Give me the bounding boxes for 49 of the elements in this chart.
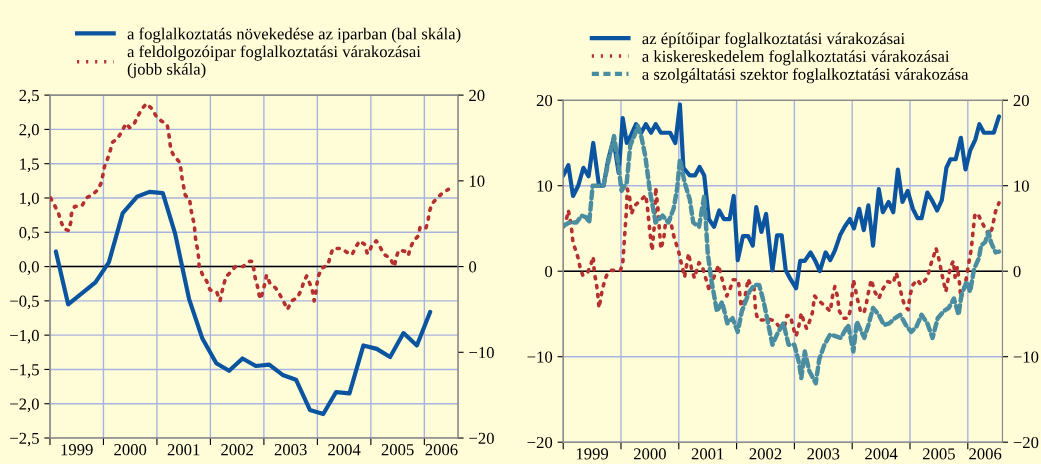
y-tick-label: 1,5 bbox=[20, 158, 39, 173]
x-tick-label: 1999 bbox=[576, 448, 609, 460]
y2-tick-label: 20 bbox=[469, 89, 485, 102]
x-tick-label: 2003 bbox=[807, 448, 840, 460]
y2-tick-label: 10 bbox=[1014, 180, 1029, 192]
line-series bbox=[53, 189, 433, 417]
y-tick-label: −2,5 bbox=[10, 432, 39, 447]
x-tick-label: 2006 bbox=[969, 448, 1002, 460]
y-tick-label: 0,5 bbox=[19, 226, 39, 241]
y2-tick-label: −10 bbox=[469, 346, 494, 359]
x-tick-label: 2000 bbox=[114, 444, 147, 456]
x-tick-label: 2002 bbox=[221, 444, 253, 456]
x-tick-label: 1999 bbox=[61, 444, 93, 456]
y2-tick-label: −20 bbox=[469, 432, 494, 444]
y-tick-label: 2,0 bbox=[19, 124, 39, 138]
y2-tick-label: −20 bbox=[1013, 436, 1039, 449]
y-tick-label: 0,0 bbox=[19, 261, 39, 275]
y-tick-label: −1,0 bbox=[10, 329, 39, 344]
y2-tick-label: −10 bbox=[1013, 351, 1039, 363]
y-tick-label: 20 bbox=[536, 94, 553, 107]
y2-tick-label: 0 bbox=[1013, 265, 1021, 278]
x-tick-label: 2001 bbox=[691, 448, 724, 460]
x-tick-label: 2005 bbox=[922, 448, 955, 460]
x-tick-label: 2005 bbox=[381, 444, 414, 456]
y-tick-label: 0 bbox=[545, 265, 553, 278]
legend-label: a foglalkoztatás növekedése az iparban (bal skála) bbox=[127, 27, 461, 43]
y-tick-label: −0,5 bbox=[10, 295, 39, 310]
y2-tick-label: 20 bbox=[1013, 94, 1029, 107]
x-tick-label: 2002 bbox=[749, 448, 782, 460]
x-tick-label: 2004 bbox=[328, 444, 361, 456]
x-tick-label: 2003 bbox=[274, 444, 307, 456]
x-tick-label: 2004 bbox=[865, 448, 898, 460]
x-tick-label: 2006 bbox=[425, 444, 458, 456]
y-tick-label: −20 bbox=[527, 436, 553, 449]
y-tick-label: 1,0 bbox=[20, 192, 39, 207]
legend-label: a feldolgozóipar foglalkoztatási várakozásai (jobb skála) bbox=[127, 45, 421, 79]
legend-label: az építőipar foglalkoztatási várakozásai bbox=[642, 32, 905, 48]
y2-tick-label: 10 bbox=[469, 175, 485, 187]
y-tick-label: −10 bbox=[527, 351, 553, 363]
legend-label: a kiskereskedelem foglalkoztatási várakozásai bbox=[642, 50, 950, 66]
y-tick-label: 2,5 bbox=[19, 89, 39, 104]
x-tick-label: 2000 bbox=[633, 448, 666, 460]
line-series bbox=[49, 101, 451, 312]
legend-label: a szolgáltatási szektor foglalkoztatási várakozása bbox=[642, 67, 969, 84]
y-tick-label: 10 bbox=[537, 180, 553, 192]
y2-tick-label: 0 bbox=[469, 261, 477, 273]
y-tick-label: −1,5 bbox=[10, 364, 39, 378]
x-tick-label: 2001 bbox=[167, 444, 200, 456]
y-tick-label: −2,0 bbox=[10, 398, 39, 413]
